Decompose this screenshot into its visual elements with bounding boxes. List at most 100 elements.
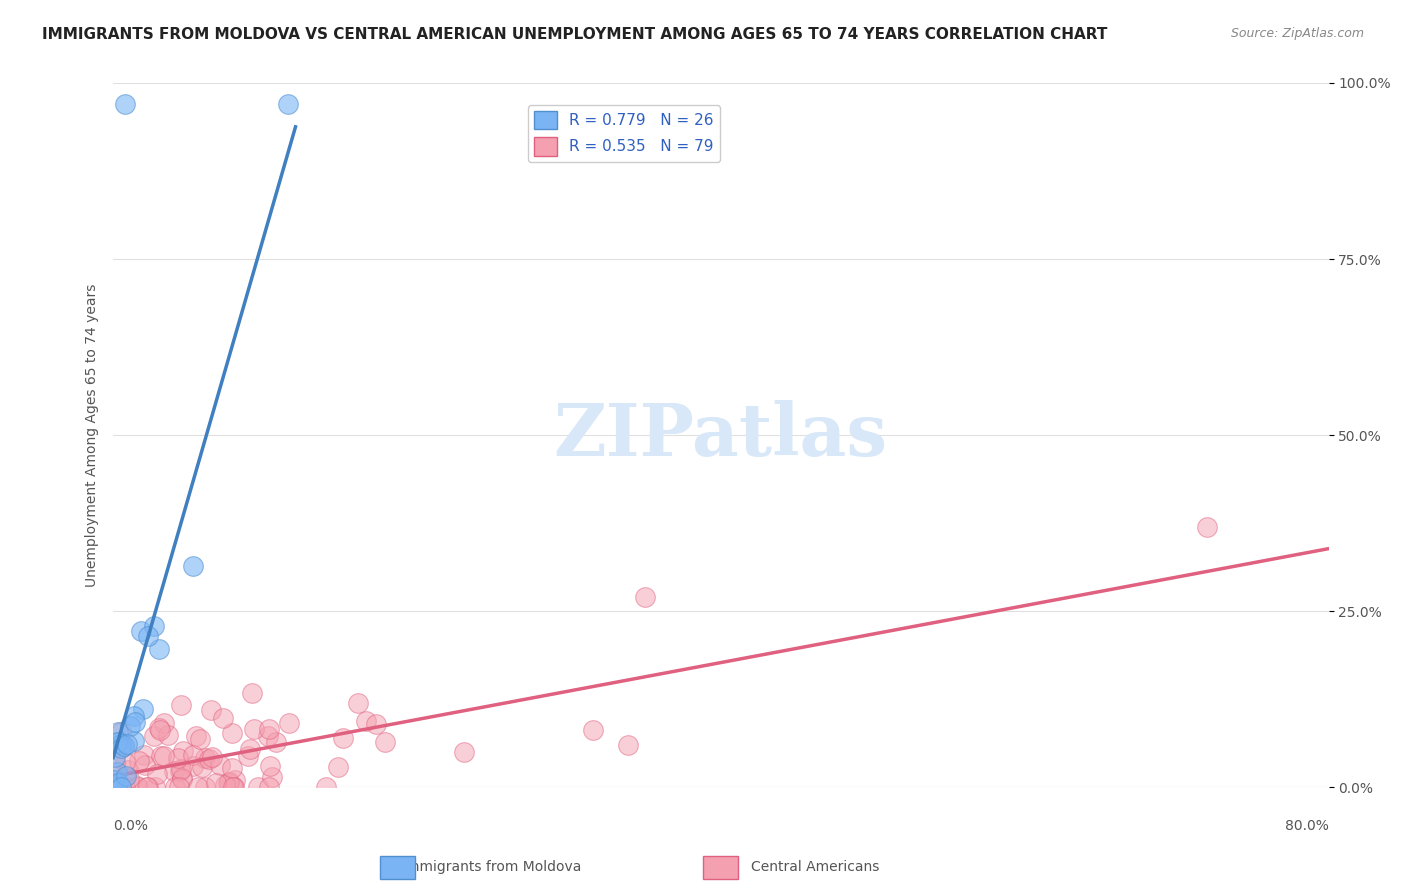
Point bbox=[107, 735, 129, 749]
Point bbox=[112, 739, 135, 753]
Point bbox=[105, 764, 128, 779]
Point bbox=[114, 756, 136, 770]
Point bbox=[200, 703, 222, 717]
Point bbox=[259, 759, 281, 773]
Point bbox=[172, 744, 194, 758]
Point bbox=[172, 772, 194, 786]
Point bbox=[127, 780, 149, 795]
Point bbox=[184, 729, 207, 743]
Point bbox=[170, 762, 193, 776]
Point bbox=[256, 729, 278, 743]
Point bbox=[104, 756, 127, 770]
Point bbox=[148, 723, 170, 738]
Point bbox=[582, 723, 605, 737]
Point bbox=[125, 780, 148, 794]
Point bbox=[136, 780, 159, 795]
Point bbox=[188, 731, 211, 746]
Point bbox=[224, 772, 246, 787]
Point bbox=[242, 722, 264, 736]
Point bbox=[214, 778, 236, 792]
Point bbox=[153, 748, 176, 763]
Point bbox=[453, 745, 475, 759]
Point bbox=[153, 715, 176, 730]
Point bbox=[236, 749, 259, 764]
Point bbox=[240, 685, 263, 699]
Point bbox=[217, 776, 239, 790]
Point bbox=[224, 780, 246, 794]
Point bbox=[110, 725, 132, 739]
Point bbox=[163, 780, 186, 795]
Point bbox=[218, 775, 240, 789]
Point bbox=[169, 764, 191, 778]
Point bbox=[194, 780, 217, 795]
Point bbox=[277, 716, 299, 731]
Point bbox=[145, 780, 167, 795]
Point bbox=[374, 734, 396, 748]
Point bbox=[132, 702, 155, 716]
Legend: R = 0.779   N = 26, R = 0.535   N = 79: R = 0.779 N = 26, R = 0.535 N = 79 bbox=[527, 104, 720, 161]
Point bbox=[366, 717, 388, 731]
Point bbox=[181, 558, 204, 573]
Point bbox=[118, 771, 141, 785]
Point bbox=[156, 728, 179, 742]
Point bbox=[212, 711, 235, 725]
Point bbox=[167, 780, 190, 795]
Point bbox=[332, 731, 354, 745]
Point bbox=[142, 619, 165, 633]
Point bbox=[187, 780, 209, 795]
Point bbox=[112, 739, 135, 754]
Point bbox=[105, 780, 128, 795]
Point bbox=[128, 754, 150, 768]
Point bbox=[170, 772, 193, 787]
Text: Immigrants from Moldova: Immigrants from Moldova bbox=[402, 860, 582, 874]
Point bbox=[259, 780, 281, 795]
Point bbox=[1197, 520, 1219, 534]
Point bbox=[205, 776, 228, 790]
Point bbox=[110, 740, 132, 755]
Point bbox=[264, 734, 287, 748]
Point bbox=[239, 741, 262, 756]
Point bbox=[134, 747, 156, 762]
Text: Source: ZipAtlas.com: Source: ZipAtlas.com bbox=[1230, 27, 1364, 40]
Point bbox=[209, 757, 232, 772]
Point bbox=[136, 630, 159, 644]
Point bbox=[129, 624, 152, 639]
Point bbox=[222, 780, 245, 795]
Point bbox=[136, 780, 159, 795]
Point bbox=[134, 758, 156, 772]
Point bbox=[105, 734, 128, 748]
Point bbox=[115, 737, 138, 751]
Point bbox=[114, 97, 136, 112]
Point bbox=[117, 764, 139, 778]
Point bbox=[115, 769, 138, 783]
Point bbox=[120, 718, 142, 732]
Point bbox=[221, 761, 243, 775]
Point bbox=[146, 767, 169, 781]
Point bbox=[167, 751, 190, 765]
Point bbox=[315, 780, 337, 795]
Point bbox=[107, 776, 129, 790]
Point bbox=[260, 770, 283, 784]
Point bbox=[201, 750, 224, 764]
Point bbox=[110, 780, 132, 794]
Point bbox=[110, 737, 132, 751]
Point bbox=[221, 726, 243, 740]
Point bbox=[634, 591, 657, 605]
Point bbox=[103, 772, 125, 787]
Point bbox=[148, 721, 170, 735]
Point bbox=[148, 642, 170, 657]
Point bbox=[198, 752, 221, 766]
Point bbox=[124, 714, 146, 729]
Point bbox=[103, 750, 125, 764]
Point bbox=[191, 760, 214, 774]
Point bbox=[107, 724, 129, 739]
Point bbox=[247, 780, 270, 794]
Point bbox=[122, 733, 145, 747]
Point bbox=[163, 764, 186, 778]
Point bbox=[326, 760, 349, 774]
Point bbox=[181, 759, 204, 773]
Text: Central Americans: Central Americans bbox=[751, 860, 880, 874]
Point bbox=[183, 747, 205, 762]
Point bbox=[143, 729, 166, 743]
Text: 80.0%: 80.0% bbox=[1285, 819, 1329, 833]
